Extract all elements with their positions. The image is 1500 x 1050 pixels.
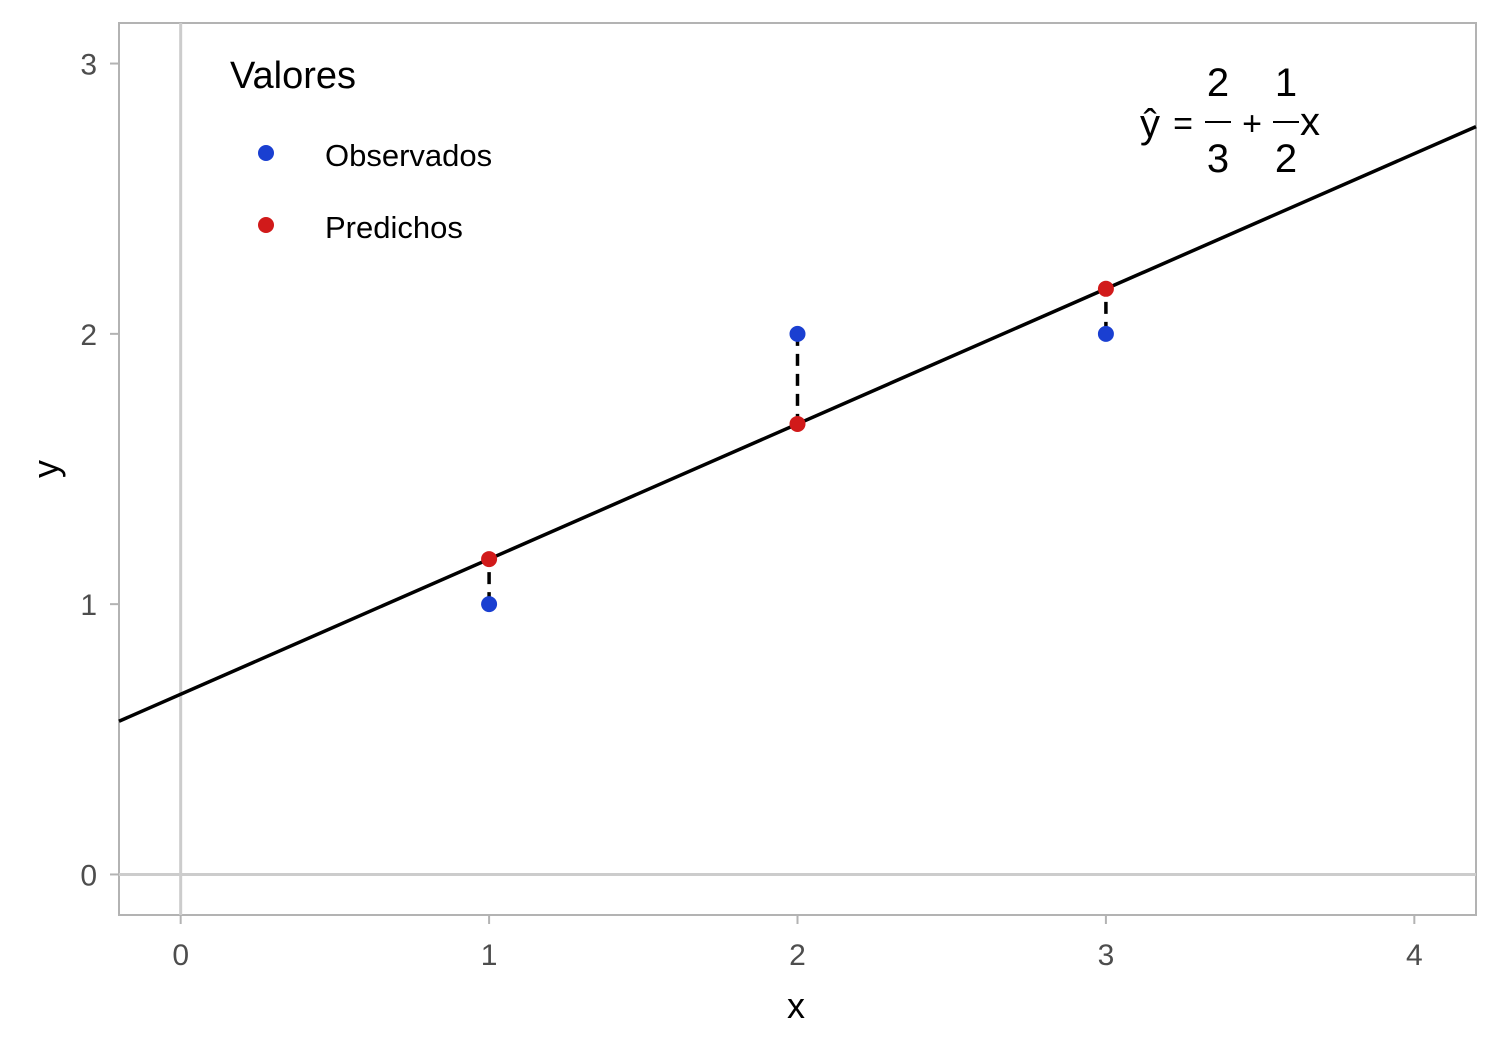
y-tick-label: 1	[80, 589, 97, 622]
y-tick-label: 3	[80, 49, 97, 82]
y-tick-label: 2	[80, 319, 97, 352]
equation-intercept-numerator: 2	[1207, 61, 1229, 105]
x-tick-label: 1	[481, 939, 498, 972]
y-axis-title: y	[25, 460, 66, 478]
equation-plus: +	[1242, 105, 1262, 143]
plot-panel-border	[118, 22, 1477, 916]
regression-equation: ŷ = 2 3 + 1 2 x	[1140, 61, 1320, 181]
equation-variable-x: x	[1300, 100, 1320, 144]
x-axis-ticks: 0 1 2 3 4	[172, 915, 1423, 972]
x-tick-label: 2	[789, 939, 806, 972]
legend-label-predichos: Predichos	[325, 210, 463, 245]
y-tick-label: 0	[80, 859, 97, 892]
point-observados	[789, 325, 806, 342]
equation-slope-denominator: 2	[1275, 137, 1297, 181]
equation-yhat: ŷ	[1140, 102, 1160, 146]
equation-equals: =	[1173, 105, 1193, 143]
equation-intercept-denominator: 3	[1207, 137, 1229, 181]
legend-title: Valores	[230, 55, 356, 97]
x-axis-title: x	[787, 985, 805, 1026]
x-tick-label: 4	[1406, 939, 1423, 972]
legend-key-observados	[258, 145, 274, 161]
point-predichos	[481, 551, 498, 568]
points-layer	[481, 280, 1114, 613]
point-observados	[481, 596, 498, 613]
equation-slope-numerator: 1	[1275, 61, 1297, 105]
x-tick-label: 3	[1098, 939, 1115, 972]
y-axis-ticks: 0 1 2 3	[80, 49, 119, 892]
legend-label-observados: Observados	[325, 138, 492, 173]
point-predichos	[789, 415, 806, 432]
point-predichos	[1097, 280, 1114, 297]
legend-key-predichos	[258, 217, 274, 233]
x-tick-label: 0	[172, 939, 189, 972]
point-observados	[1097, 325, 1114, 342]
legend: Valores Observados Predichos	[230, 55, 492, 245]
